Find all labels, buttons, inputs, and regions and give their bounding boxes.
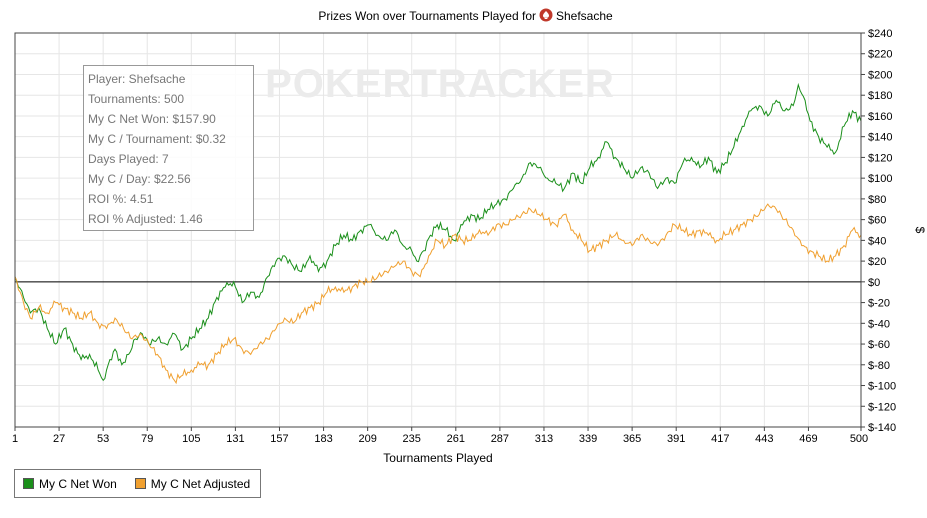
- y-tick-label: $80: [868, 194, 886, 206]
- stat-net-won: My C Net Won: $157.90: [88, 112, 216, 126]
- y-axis-label: $: [913, 227, 927, 234]
- stats-box: Player: Shefsache Tournaments: 500 My C …: [83, 65, 254, 231]
- y-tick-label: $-140: [868, 422, 896, 434]
- plot-area-border: [14, 32, 862, 428]
- y-tick-label: $0: [868, 277, 880, 289]
- y-tick-label: $200: [868, 69, 892, 81]
- x-tick-label: 131: [226, 433, 244, 445]
- chart-title: Prizes Won over Tournaments Played for: [318, 9, 536, 23]
- stat-per-tournament: My C / Tournament: $0.32: [88, 132, 226, 146]
- legend-label-net-adjusted: My C Net Adjusted: [150, 476, 251, 491]
- stat-days-played: Days Played: 7: [88, 152, 169, 166]
- y-tick-label: $180: [868, 90, 892, 102]
- watermark: POKERTRACKER: [265, 62, 615, 106]
- stat-per-day: My C / Day: $22.56: [88, 172, 191, 186]
- x-tick-labels: 1 27 53 79 105 131 157 183 209 235 261 287 313 339 365…: [12, 427, 868, 445]
- spade-icon: [539, 8, 553, 22]
- y-tick-label: $160: [868, 111, 892, 123]
- legend-swatch-net-won: [23, 478, 34, 489]
- x-tick-label: 500: [850, 433, 868, 445]
- y-tick-label: $140: [868, 132, 892, 144]
- y-tick-label: $-60: [868, 339, 890, 351]
- y-tick-label: $100: [868, 173, 892, 185]
- legend: My C Net Won My C Net Adjusted: [14, 469, 262, 498]
- y-tick-label: $-20: [868, 298, 890, 310]
- x-tick-label: 105: [182, 433, 200, 445]
- x-tick-label: 417: [711, 433, 729, 445]
- x-tick-label: 261: [447, 433, 465, 445]
- stat-player: Player: Shefsache: [88, 72, 186, 86]
- x-tick-label: 53: [97, 433, 109, 445]
- y-tick-label: $220: [868, 49, 892, 61]
- x-tick-label: 27: [53, 433, 65, 445]
- x-tick-label: 235: [403, 433, 421, 445]
- x-tick-label: 365: [623, 433, 641, 445]
- legend-swatch-net-adjusted: [134, 478, 146, 489]
- y-tick-label: $20: [868, 256, 886, 268]
- y-tick-label: $-40: [868, 318, 890, 330]
- series-group: [14, 82, 862, 385]
- y-tick-label: $-100: [868, 381, 896, 393]
- y-tick-label: $-120: [868, 401, 896, 413]
- legend-label-net-won: My C Net Won: [39, 476, 117, 491]
- y-tick-label: $-80: [868, 360, 890, 372]
- legend-item-net-won[interactable]: My C Net Won: [23, 477, 117, 491]
- y-tick-label: $40: [868, 235, 886, 247]
- legend-item-net-adjusted[interactable]: My C Net Adjusted: [134, 476, 251, 491]
- x-tick-label: 79: [141, 433, 153, 445]
- axes: [14, 32, 862, 428]
- y-tick-label: $60: [868, 215, 886, 227]
- x-tick-label: 287: [491, 433, 509, 445]
- x-tick-label: 183: [314, 433, 332, 445]
- x-tick-label: 391: [667, 433, 685, 445]
- y-tick-label: $240: [868, 28, 892, 40]
- x-tick-label: 469: [799, 433, 817, 445]
- stat-roi-adjusted: ROI % Adjusted: 1.46: [88, 212, 203, 226]
- x-tick-label: 443: [755, 433, 773, 445]
- y-tick-label: $120: [868, 152, 892, 164]
- x-tick-label: 339: [579, 433, 597, 445]
- y-tick-labels: $240 $220 $200 $180 $160 $140 $120 $100 $80 $60 $4…: [861, 28, 896, 434]
- x-axis-label: Tournaments Played: [383, 451, 492, 465]
- chart-title-player: Shefsache: [556, 9, 613, 23]
- x-tick-label: 157: [270, 433, 288, 445]
- chart-title-group: Prizes Won over Tournaments Played for S…: [318, 8, 613, 23]
- x-tick-label: 1: [12, 433, 18, 445]
- series-line-net-adjusted: [14, 203, 862, 385]
- stat-roi: ROI %: 4.51: [88, 192, 154, 206]
- x-tick-label: 313: [535, 433, 553, 445]
- x-tick-label: 209: [358, 433, 376, 445]
- stat-tournaments: Tournaments: 500: [88, 92, 185, 106]
- series-line-net-won: [14, 82, 862, 382]
